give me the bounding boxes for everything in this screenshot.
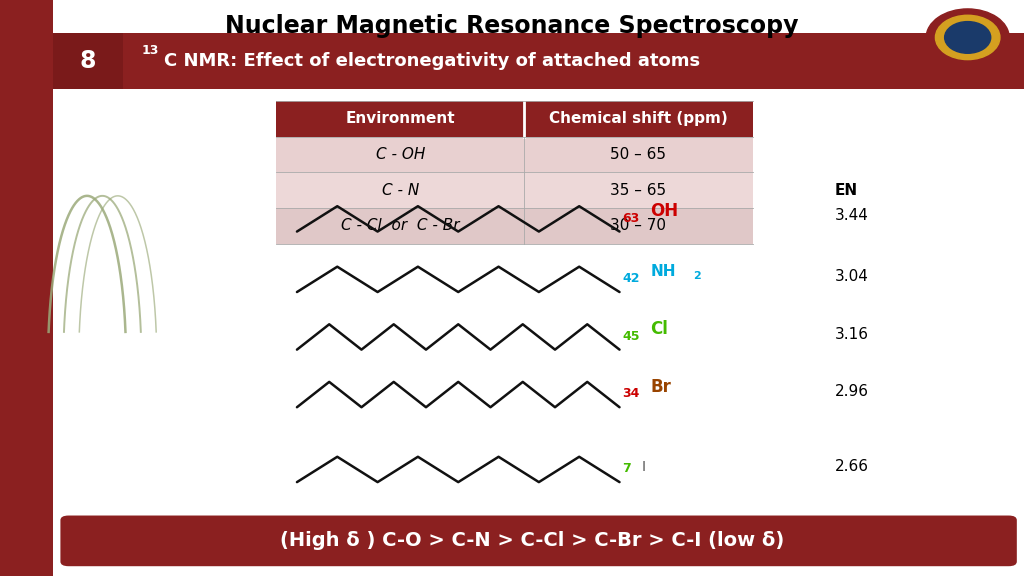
- Text: 63: 63: [623, 211, 640, 225]
- FancyBboxPatch shape: [60, 516, 1017, 566]
- Circle shape: [945, 22, 991, 54]
- Text: Environment: Environment: [345, 111, 455, 126]
- Text: I: I: [642, 460, 646, 473]
- Text: 2: 2: [693, 271, 701, 282]
- FancyBboxPatch shape: [276, 208, 753, 244]
- FancyBboxPatch shape: [0, 0, 53, 576]
- FancyBboxPatch shape: [276, 137, 753, 172]
- Text: Br: Br: [650, 378, 671, 396]
- Text: 13: 13: [141, 44, 159, 57]
- Text: C - N: C - N: [382, 183, 419, 198]
- Text: 2.96: 2.96: [835, 384, 868, 399]
- Text: Chemical shift (ppm): Chemical shift (ppm): [549, 111, 728, 126]
- Text: C - Cl  or  C - Br: C - Cl or C - Br: [341, 218, 460, 233]
- Text: 34: 34: [623, 387, 640, 400]
- Text: 3.04: 3.04: [835, 269, 868, 284]
- Text: 2.66: 2.66: [835, 459, 868, 474]
- Text: Nuclear Magnetic Resonance Spectroscopy: Nuclear Magnetic Resonance Spectroscopy: [225, 14, 799, 38]
- Text: EN: EN: [835, 183, 858, 198]
- Text: C NMR: Effect of electronegativity of attached atoms: C NMR: Effect of electronegativity of at…: [164, 52, 700, 70]
- Text: 8: 8: [80, 49, 96, 73]
- Text: 7: 7: [623, 462, 632, 475]
- Text: 50 – 65: 50 – 65: [610, 147, 667, 162]
- FancyBboxPatch shape: [276, 101, 753, 137]
- Text: 42: 42: [623, 272, 640, 285]
- Text: OH: OH: [650, 202, 678, 221]
- Text: 35 – 65: 35 – 65: [610, 183, 667, 198]
- FancyBboxPatch shape: [53, 33, 123, 89]
- Circle shape: [927, 9, 1010, 66]
- Text: 3.16: 3.16: [835, 327, 868, 342]
- Text: 3.44: 3.44: [835, 209, 868, 223]
- Text: NH: NH: [650, 264, 676, 279]
- Text: Cl: Cl: [650, 320, 668, 339]
- Text: 30 – 70: 30 – 70: [610, 218, 667, 233]
- Circle shape: [936, 16, 1000, 60]
- Text: 45: 45: [623, 329, 640, 343]
- Text: C - OH: C - OH: [376, 147, 425, 162]
- Text: (High δ ) C-O > C-N > C-Cl > C-Br > C-I (low δ): (High δ ) C-O > C-N > C-Cl > C-Br > C-I …: [281, 532, 784, 550]
- FancyBboxPatch shape: [53, 33, 1024, 89]
- FancyBboxPatch shape: [276, 172, 753, 208]
